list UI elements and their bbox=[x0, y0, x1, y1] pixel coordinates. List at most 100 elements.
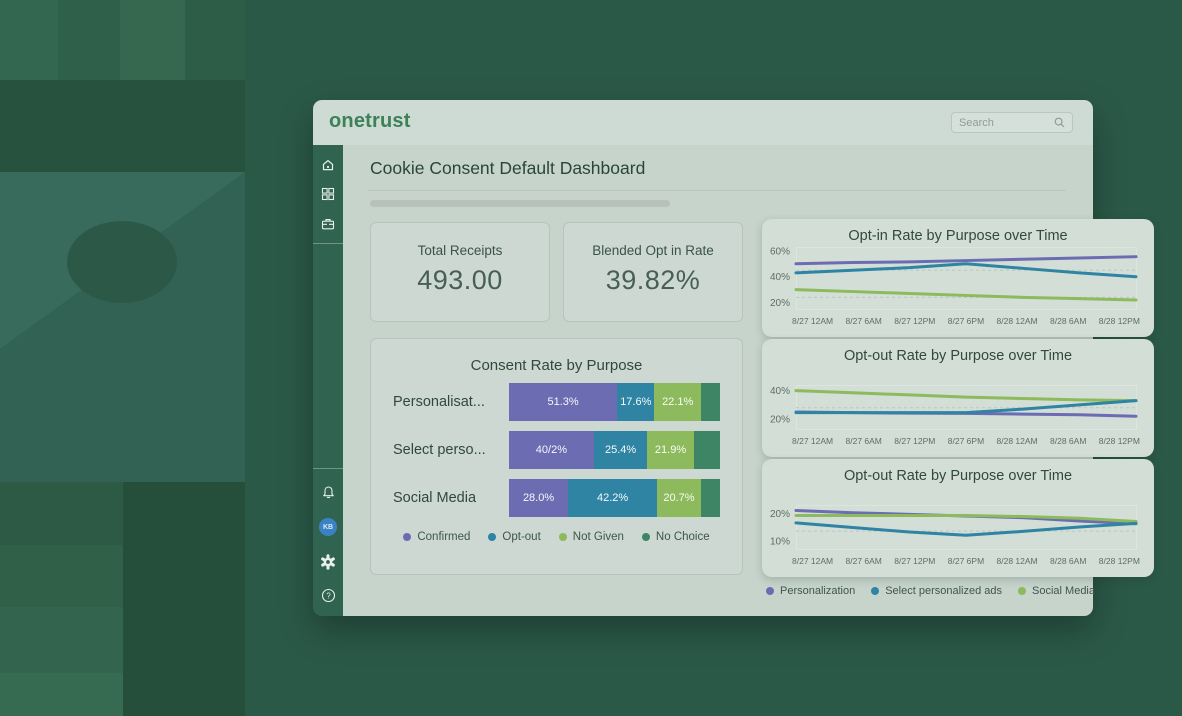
x-axis-label: 8/27 6AM bbox=[845, 556, 882, 566]
bar-segment: 25.4% bbox=[593, 431, 648, 469]
chart-title: Consent Rate by Purpose bbox=[470, 357, 643, 374]
legend-label: Not Given bbox=[572, 531, 624, 543]
sidebar-divider bbox=[313, 468, 343, 469]
briefcase-icon bbox=[321, 219, 335, 230]
x-axis-label: 8/28 12AM bbox=[996, 556, 1038, 566]
x-axis-label: 8/27 6PM bbox=[947, 436, 985, 446]
legend-dot bbox=[641, 533, 650, 541]
legend-dot bbox=[766, 587, 774, 595]
decor-block bbox=[0, 607, 123, 673]
x-axis-label: 8/28 12AM bbox=[996, 316, 1038, 326]
decor-ellipse bbox=[67, 221, 177, 303]
legend-dot bbox=[488, 533, 497, 541]
search-input[interactable] bbox=[959, 116, 1054, 129]
bar-segment: 17.6% bbox=[617, 383, 655, 421]
decor-block bbox=[123, 482, 245, 716]
consent-rate-by-purpose-card: Consent Rate by Purpose Personalisat... 5… bbox=[370, 338, 743, 575]
legend-label: No Choice bbox=[655, 531, 710, 543]
svg-text:20%: 20% bbox=[770, 298, 790, 309]
stacked-bar: 28.0% 42.2% 20.7% bbox=[509, 479, 720, 517]
bar-segment: 22.1% bbox=[654, 383, 701, 421]
stat-label: Total Receipts bbox=[417, 243, 503, 258]
chart-legend: Confirmed Opt-out Not Given No Choice bbox=[371, 531, 742, 543]
stacked-bar: 51.3% 17.6% 22.1% bbox=[509, 383, 720, 421]
bar-segment: 40/2% bbox=[509, 431, 594, 469]
onetrust-logo[interactable]: onetrust bbox=[329, 110, 411, 132]
bar-segment: 51.3% bbox=[509, 383, 618, 421]
x-axis-labels: 8/27 12AM 8/27 6AM 8/27 12PM 8/27 6PM 8/28 1… bbox=[792, 316, 1140, 326]
legend-item: Opt-out bbox=[488, 531, 541, 543]
legend-item: No Choice bbox=[641, 531, 710, 543]
svg-text:10%: 10% bbox=[770, 536, 790, 547]
bar-segment: 28.0% bbox=[509, 479, 569, 517]
bar-segment: 21.9% bbox=[647, 431, 694, 469]
legend-dot bbox=[871, 587, 880, 595]
bar-segment bbox=[693, 431, 720, 469]
sidebar-divider bbox=[313, 243, 343, 244]
total-receipts-card: Total Receipts 493.00 bbox=[370, 222, 550, 322]
search-icon bbox=[1054, 117, 1065, 128]
consent-row: Select perso... 40/2% 25.4% 21.9% bbox=[393, 431, 720, 469]
x-axis-label: 8/27 12AM bbox=[792, 556, 834, 566]
window-body: KB bbox=[313, 145, 1154, 616]
legend-item: Select personalized ads bbox=[871, 585, 1002, 597]
x-axis-label: 8/28 12PM bbox=[1098, 316, 1140, 326]
decor-block bbox=[120, 0, 185, 80]
category-label: Select perso... bbox=[393, 442, 486, 458]
decor-block bbox=[0, 80, 245, 172]
legend-label: Social Media bbox=[1032, 585, 1095, 597]
x-axis-label: 8/28 6AM bbox=[1050, 556, 1087, 566]
legend-item: Social Media bbox=[1018, 585, 1095, 597]
stat-value: 493.00 bbox=[417, 265, 503, 295]
svg-text:20%: 20% bbox=[770, 509, 790, 520]
x-axis-label: 8/27 12PM bbox=[894, 316, 936, 326]
x-axis-label: 8/27 12PM bbox=[894, 556, 936, 566]
x-axis-label: 8/28 12PM bbox=[1098, 436, 1140, 446]
sidebar: KB bbox=[313, 145, 343, 616]
decor-block bbox=[58, 0, 120, 80]
x-axis-label: 8/27 6PM bbox=[947, 556, 985, 566]
svg-text:40%: 40% bbox=[770, 272, 790, 283]
bar-segment: 20.7% bbox=[657, 479, 701, 517]
sidebar-item-home[interactable] bbox=[313, 158, 343, 172]
legend-dot bbox=[558, 533, 567, 541]
legend-item: Not Given bbox=[558, 531, 624, 543]
x-axis-labels: 8/27 12AM 8/27 6AM 8/27 12PM 8/27 6PM 8/28 1… bbox=[792, 556, 1140, 566]
sidebar-user-avatar[interactable]: KB bbox=[313, 518, 343, 536]
opt-out-rate-card-1: Opt-out Rate by Purpose over Time 40% 20%… bbox=[762, 339, 1154, 457]
sidebar-item-apps[interactable] bbox=[313, 187, 343, 201]
x-axis-label: 8/27 6AM bbox=[845, 436, 882, 446]
bar-segment: 42.2% bbox=[568, 479, 658, 517]
x-axis-label: 8/28 12AM bbox=[996, 436, 1038, 446]
gear-icon bbox=[321, 554, 335, 570]
blended-opt-in-rate-card: Blended Opt in Rate 39.82% bbox=[563, 222, 743, 322]
opt-out-line-chart-2: 20% 10% bbox=[770, 505, 1138, 550]
category-label: Personalisat... bbox=[393, 394, 485, 410]
decor-block bbox=[0, 0, 58, 80]
decor-block bbox=[0, 545, 123, 607]
sidebar-item-inbox[interactable] bbox=[313, 217, 343, 231]
sidebar-item-notifications[interactable] bbox=[313, 485, 343, 500]
dashboard-content: Cookie Consent Default Dashboard Total R… bbox=[343, 145, 1154, 616]
sidebar-item-help[interactable]: ? bbox=[313, 588, 343, 603]
stat-value: 39.82% bbox=[605, 265, 701, 295]
consent-row: Personalisat... 51.3% 17.6% 22.1% bbox=[393, 383, 720, 421]
grid-icon bbox=[321, 187, 335, 201]
sidebar-item-settings[interactable] bbox=[313, 554, 343, 570]
time-series-column: Opt-in Rate by Purpose over Time 60% 40% 2… bbox=[762, 219, 1154, 597]
svg-text:60%: 60% bbox=[770, 246, 790, 257]
x-axis-label: 8/28 12PM bbox=[1098, 556, 1140, 566]
consent-row: Social Media 28.0% 42.2% 20.7% bbox=[393, 479, 720, 517]
decor-block bbox=[0, 673, 123, 716]
bar-segment bbox=[700, 479, 720, 517]
x-axis-label: 8/27 6PM bbox=[947, 316, 985, 326]
bar-segment bbox=[700, 383, 720, 421]
svg-text:?: ? bbox=[326, 591, 331, 600]
opt-in-rate-card: Opt-in Rate by Purpose over Time 60% 40% 2… bbox=[762, 219, 1154, 337]
stat-label: Blended Opt in Rate bbox=[592, 243, 714, 258]
opt-in-line-chart: 60% 40% 20% bbox=[770, 246, 1138, 310]
search-box[interactable] bbox=[951, 112, 1073, 133]
title-divider bbox=[368, 190, 1066, 191]
chart-title: Opt-in Rate by Purpose over Time bbox=[848, 228, 1068, 244]
